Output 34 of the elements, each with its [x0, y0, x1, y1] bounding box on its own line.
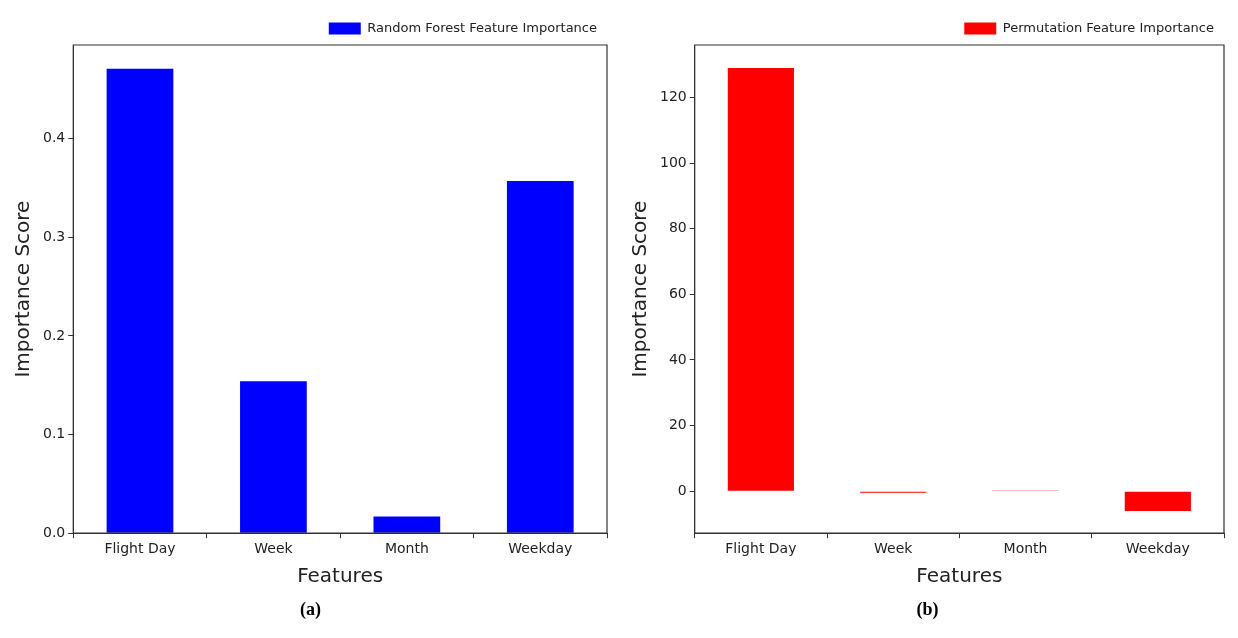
y-tick-label: 120 — [659, 88, 687, 105]
bar — [106, 68, 174, 533]
x-tick-label: Weekday — [508, 540, 573, 557]
x-tick-label: Week — [874, 540, 914, 557]
bar — [373, 516, 441, 533]
y-tick-label: 0.1 — [43, 425, 66, 442]
y-tick-label: 100 — [659, 153, 687, 170]
bar — [506, 181, 574, 533]
x-tick-label: Flight Day — [725, 540, 797, 557]
y-tick-label: 60 — [668, 284, 687, 301]
y-tick-label: 20 — [668, 416, 687, 433]
y-tick-label: 40 — [668, 350, 687, 367]
x-axis-title: Features — [916, 563, 1003, 588]
y-tick-label: 0.3 — [43, 227, 66, 244]
text: (a) — [299, 599, 322, 620]
y-tick-label: 80 — [668, 219, 687, 236]
x-axis-title: Features — [297, 563, 384, 588]
y-tick-label: 0.4 — [43, 129, 66, 146]
y-tick-label: 0.0 — [43, 523, 66, 540]
legend-label: Random Forest Feature Importance — [367, 19, 597, 35]
bar — [240, 381, 307, 533]
bar — [1124, 491, 1191, 511]
legend-label: Permutation Feature Importance — [1002, 19, 1215, 35]
text: (b) — [915, 599, 940, 620]
x-tick-label: Weekday — [1125, 540, 1190, 557]
x-tick-label: Month — [1003, 540, 1048, 557]
y-tick-label: 0.2 — [43, 326, 66, 343]
x-tick-label: Flight Day — [104, 540, 176, 557]
y-axis-title: Importance Score — [627, 200, 652, 378]
x-tick-label: Month — [384, 540, 429, 557]
y-axis-title: Importance Score — [10, 200, 35, 378]
y-tick-label: 0 — [677, 481, 687, 498]
bar — [727, 67, 794, 491]
x-tick-label: Week — [254, 540, 294, 557]
